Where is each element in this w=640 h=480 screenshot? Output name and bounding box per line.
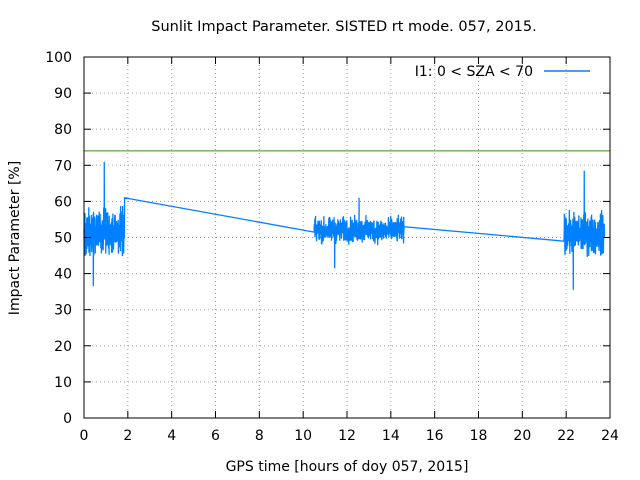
x-tick-label: 16 [426,428,444,444]
x-tick-label: 24 [601,428,619,444]
y-tick-label: 20 [54,339,72,355]
x-tick-labels: 0 2 4 6 8 10 12 14 16 18 20 22 24 [80,428,619,444]
x-tick-label: 22 [557,428,575,444]
x-tick-label: 0 [80,428,89,444]
x-tick-label: 14 [382,428,400,444]
x-tick-label: 12 [338,428,356,444]
legend: I1: 0 < SZA < 70 [415,64,590,80]
y-tick-label: 80 [54,122,72,138]
y-tick-label: 70 [54,158,72,174]
y-tick-label: 0 [63,411,72,427]
x-tick-label: 20 [513,428,531,444]
tick-marks [83,56,611,419]
y-tick-label: 90 [54,86,72,102]
y-tick-label: 60 [54,194,72,210]
y-tick-label: 50 [54,231,72,247]
series-line-i1 [83,161,606,290]
x-tick-label: 10 [294,428,312,444]
x-tick-label: 18 [470,428,488,444]
y-tick-label: 40 [54,267,72,283]
legend-label: I1: 0 < SZA < 70 [415,64,533,80]
y-tick-label: 30 [54,303,72,319]
y-axis-label: Impact Parameter [%] [7,161,23,315]
series-layer [83,161,606,290]
chart-title: Sunlit Impact Parameter. SISTED rt mode.… [151,19,537,35]
y-tick-label: 100 [45,50,72,66]
y-tick-labels: 0 10 20 30 40 50 60 70 80 90 100 [45,50,72,427]
y-tick-label: 10 [54,375,72,391]
x-tick-label: 8 [255,428,264,444]
x-tick-label: 4 [167,428,176,444]
x-tick-label: 6 [211,428,220,444]
x-axis-label: GPS time [hours of doy 057, 2015] [226,459,469,475]
x-tick-label: 2 [123,428,132,444]
